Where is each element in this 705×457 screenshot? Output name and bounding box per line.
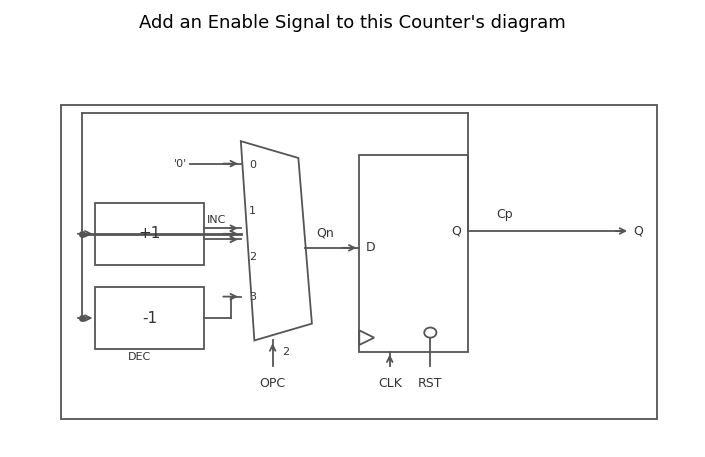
- Text: Qn: Qn: [317, 226, 334, 239]
- Text: 2: 2: [282, 347, 289, 357]
- Text: '0': '0': [173, 159, 187, 169]
- Text: Cp: Cp: [496, 208, 513, 221]
- Bar: [95, 287, 204, 349]
- Text: RST: RST: [418, 377, 443, 390]
- Polygon shape: [241, 141, 312, 340]
- Text: +1: +1: [138, 226, 161, 241]
- Text: Q: Q: [633, 224, 643, 238]
- Bar: [360, 155, 467, 352]
- Text: INC: INC: [207, 215, 226, 225]
- Text: 2: 2: [249, 252, 256, 262]
- Text: 1: 1: [249, 206, 256, 216]
- Text: DEC: DEC: [128, 352, 151, 362]
- Text: D: D: [366, 241, 376, 255]
- Text: CLK: CLK: [378, 377, 402, 390]
- Polygon shape: [360, 330, 374, 345]
- Bar: [61, 105, 657, 419]
- Text: 3: 3: [249, 292, 256, 302]
- Circle shape: [424, 328, 436, 338]
- Bar: [95, 203, 204, 265]
- Text: Q: Q: [451, 224, 461, 238]
- Text: OPC: OPC: [259, 377, 286, 390]
- Text: 0: 0: [249, 160, 256, 170]
- Text: -1: -1: [142, 310, 157, 325]
- Text: Add an Enable Signal to this Counter's diagram: Add an Enable Signal to this Counter's d…: [139, 14, 566, 32]
